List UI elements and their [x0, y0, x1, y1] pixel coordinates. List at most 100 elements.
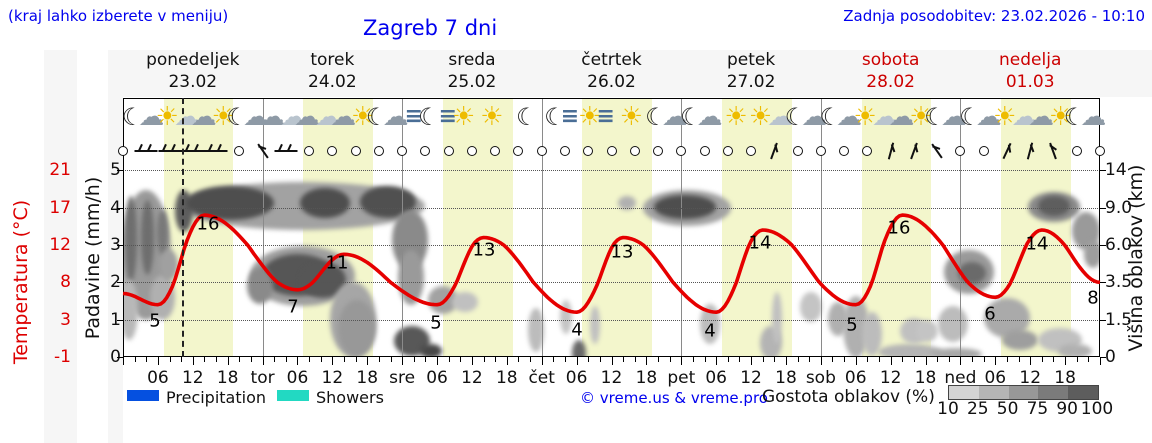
cloud-blob [420, 344, 442, 357]
wind-feather-icon [134, 150, 158, 152]
moon-fog-glyph: ☾ [544, 103, 565, 131]
x-axis-tick [460, 357, 462, 362]
x-axis-tick [157, 357, 159, 365]
x-axis-tick [1018, 357, 1020, 362]
gridline [123, 282, 1100, 284]
height-tick-label: 3.5 [1105, 272, 1133, 293]
temp-value-label: 13 [610, 241, 634, 263]
height-tick-label: 9.0 [1105, 197, 1133, 218]
calm-wind-icon [722, 146, 733, 156]
cloud-sun-icon: ☁ ☀ [888, 104, 932, 130]
cloud-density-tick-label: 100 [1080, 399, 1114, 419]
x-axis-tick [704, 357, 706, 362]
x-axis-tick [378, 357, 380, 362]
hour-label: 18 [1054, 368, 1076, 388]
wind-symbol [274, 150, 298, 152]
x-axis-tick [902, 357, 904, 362]
x-axis-tick [123, 357, 124, 365]
cloud-density-tick-label: 50 [996, 399, 1019, 419]
wind-symbol [513, 146, 524, 156]
hour-label: 12 [740, 368, 762, 388]
precip-tick-label: 4 [110, 197, 121, 218]
sun-cloud-icon: ☀ ☁ [749, 104, 793, 130]
left-axis-tick [117, 282, 123, 284]
calm-wind-icon [792, 146, 803, 156]
cloud-blob [878, 344, 942, 357]
cloud-density-cell [978, 386, 1009, 399]
temp-tick-label: 3 [60, 309, 71, 330]
temp-value-label: 7 [287, 296, 299, 318]
cloud-density-cell [1068, 386, 1098, 399]
x-axis-tick [669, 357, 671, 362]
x-axis-tick [495, 357, 497, 362]
wind-feather-icon [181, 150, 205, 152]
x-axis-tick [216, 357, 218, 362]
calm-wind-icon [234, 146, 245, 156]
cloud-sun-icon: ☁ ☀ [1028, 104, 1072, 130]
x-axis-tick [1006, 357, 1008, 362]
sun-glyph: ☀ [619, 102, 643, 132]
x-axis-tick [1076, 357, 1078, 362]
left-axis-tick [117, 319, 123, 321]
day-header-band-bg [108, 50, 1152, 97]
sun-glyph: ☀ [724, 102, 747, 132]
wind-symbol [373, 146, 384, 156]
x-axis-tick [425, 357, 427, 362]
x-axis-tick [972, 357, 974, 362]
day-date: 26.02 [587, 72, 636, 92]
day-name: četrtek [581, 50, 642, 70]
wind-symbol [420, 146, 431, 156]
precipitation-label: Precipitation [166, 388, 267, 407]
x-axis-tick [599, 357, 601, 362]
cloud-density-tick-label: 75 [1026, 399, 1049, 419]
wind-symbol [490, 146, 501, 156]
x-axis-tick [762, 357, 764, 362]
x-axis-tick [855, 357, 857, 365]
cloud-density-scale [948, 385, 1099, 400]
cloud-density-tick-label: 25 [966, 399, 989, 419]
x-axis-tick [937, 357, 939, 362]
x-axis-tick [390, 357, 392, 362]
wind-symbol [466, 146, 477, 156]
moon-cloud-glyph: ☾ [784, 103, 806, 131]
wind-symbol [118, 146, 128, 156]
calm-wind-icon [1095, 146, 1105, 156]
x-axis-tick [192, 357, 194, 365]
wind-symbol [792, 146, 803, 156]
day-abbrev-label: tor [250, 368, 275, 388]
calm-wind-icon [653, 146, 664, 156]
wind-symbol [583, 146, 594, 156]
day-separator-line [402, 98, 404, 357]
location-hint: (kraj lahko izberete v meniju) [8, 7, 229, 25]
height-tick-label: 0 [1105, 347, 1116, 367]
calm-wind-icon [466, 146, 477, 156]
x-axis-tick [297, 357, 299, 365]
x-axis-tick [134, 357, 136, 362]
temp-value-label: 16 [887, 217, 911, 239]
copyright-link[interactable]: © vreme.us & vreme.pro [580, 389, 768, 407]
calm-wind-icon [746, 146, 757, 156]
hour-label: 18 [775, 368, 797, 388]
cloud-density-tick-label: 90 [1056, 399, 1079, 419]
temp-value-label: 6 [984, 303, 996, 325]
hour-label: 12 [600, 368, 623, 388]
temp-value-label: 14 [1025, 233, 1049, 255]
temp-tick-label: 21 [49, 160, 71, 181]
calm-wind-icon [397, 146, 408, 156]
cloud-blob [930, 348, 982, 357]
cloud-blob [160, 250, 178, 280]
wind-symbol [327, 146, 338, 156]
calm-wind-icon [373, 146, 384, 156]
calm-wind-icon [304, 146, 315, 156]
x-axis-tick [960, 357, 962, 365]
temp-value-label: 8 [1087, 287, 1099, 309]
wind-symbol [955, 146, 966, 156]
precip-tick-label: 2 [110, 272, 121, 293]
cloud-sun-icon: ☁ ☀ [191, 104, 235, 130]
cloud-density-label: Gostota oblakov (%) [762, 387, 935, 407]
x-axis-tick [751, 357, 753, 365]
calm-wind-icon [443, 146, 454, 156]
left-axis-tick [117, 170, 123, 172]
wind-symbol [629, 146, 640, 156]
temp-value-label: 5 [149, 310, 161, 332]
